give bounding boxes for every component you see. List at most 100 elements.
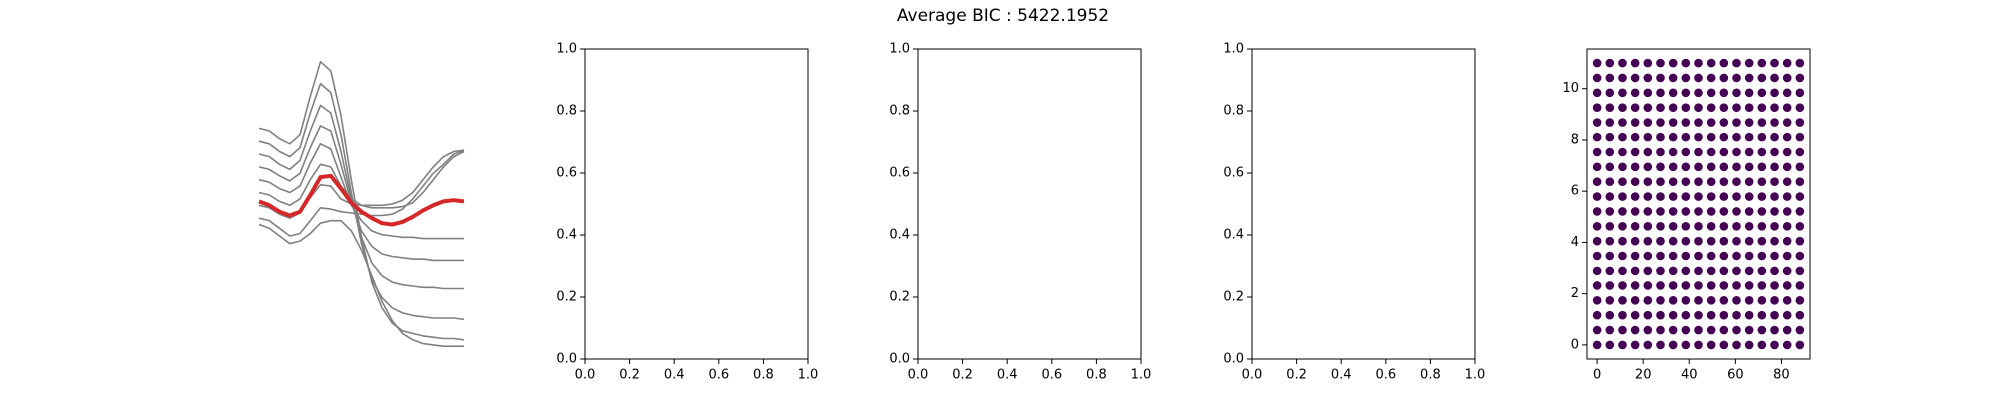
point [1706, 310, 1716, 320]
point [1757, 296, 1767, 305]
point [1681, 236, 1691, 246]
point [1630, 118, 1640, 127]
point [1656, 132, 1665, 142]
point [1668, 281, 1678, 290]
point [1618, 310, 1627, 320]
y-tick-label: 0.6 [889, 166, 910, 181]
point [1643, 236, 1653, 246]
point [1719, 147, 1729, 157]
point [1643, 162, 1653, 172]
point [1732, 177, 1741, 187]
x-tick-label: 0.4 [664, 368, 685, 383]
point [1795, 251, 1805, 261]
point [1681, 221, 1691, 231]
point [1605, 147, 1615, 157]
point [1618, 251, 1627, 261]
point [1592, 177, 1602, 187]
x-tick-label: 0.6 [1375, 368, 1396, 383]
point [1592, 251, 1602, 261]
x-tick-label: 20 [1635, 368, 1652, 383]
point [1656, 73, 1665, 83]
point [1795, 207, 1805, 216]
point [1706, 281, 1716, 290]
point [1656, 266, 1665, 276]
point [1681, 207, 1691, 216]
point [1630, 221, 1640, 231]
point [1605, 162, 1615, 172]
point [1694, 310, 1703, 320]
point [1706, 266, 1716, 276]
y-tick-label: 4 [1571, 235, 1579, 250]
point [1719, 221, 1729, 231]
x-tick-label: 0 [1593, 368, 1601, 383]
point [1706, 207, 1716, 216]
point [1618, 73, 1627, 83]
point [1757, 132, 1767, 142]
point [1782, 207, 1792, 216]
y-tick-label: 0.2 [1223, 290, 1244, 305]
point [1630, 325, 1640, 335]
point [1694, 132, 1703, 142]
point [1694, 340, 1703, 350]
point [1605, 281, 1615, 290]
point [1630, 236, 1640, 246]
point [1605, 325, 1615, 335]
series-line [258, 149, 465, 219]
point [1757, 118, 1767, 127]
point [1770, 73, 1779, 83]
point [1643, 310, 1653, 320]
point [1668, 88, 1678, 98]
point [1732, 207, 1741, 216]
x-tick-label: 1.0 [1131, 368, 1152, 383]
point [1643, 103, 1653, 112]
point [1630, 88, 1640, 98]
point [1795, 325, 1805, 335]
point [1694, 103, 1703, 112]
point [1694, 207, 1703, 216]
point [1630, 147, 1640, 157]
point [1694, 88, 1703, 98]
point [1668, 236, 1678, 246]
point [1681, 73, 1691, 83]
point [1681, 132, 1691, 142]
point [1668, 73, 1678, 83]
point [1643, 58, 1653, 68]
point [1618, 207, 1627, 216]
point [1592, 340, 1602, 350]
point [1592, 266, 1602, 276]
point [1618, 132, 1627, 142]
point [1694, 221, 1703, 231]
point [1592, 58, 1602, 68]
point [1795, 162, 1805, 172]
point [1757, 162, 1767, 172]
point [1618, 58, 1627, 68]
figure-title: Average BIC : 5422.1952 [897, 6, 1109, 26]
point [1592, 310, 1602, 320]
point [1757, 266, 1767, 276]
point [1681, 340, 1691, 350]
y-tick-label: 6 [1571, 184, 1579, 199]
point [1592, 281, 1602, 290]
point [1668, 296, 1678, 305]
point [1694, 325, 1703, 335]
point [1732, 162, 1741, 172]
point [1706, 340, 1716, 350]
point [1757, 207, 1767, 216]
point [1618, 340, 1627, 350]
point [1618, 88, 1627, 98]
axes-frame [1251, 48, 1476, 360]
point [1630, 340, 1640, 350]
point [1668, 58, 1678, 68]
point [1656, 251, 1665, 261]
point [1618, 162, 1627, 172]
point [1694, 236, 1703, 246]
point [1782, 296, 1792, 305]
point [1782, 251, 1792, 261]
point [1706, 192, 1716, 201]
point [1656, 340, 1665, 350]
point [1795, 73, 1805, 83]
point [1605, 207, 1615, 216]
point [1605, 58, 1615, 68]
y-tick-label: 2 [1571, 286, 1579, 301]
